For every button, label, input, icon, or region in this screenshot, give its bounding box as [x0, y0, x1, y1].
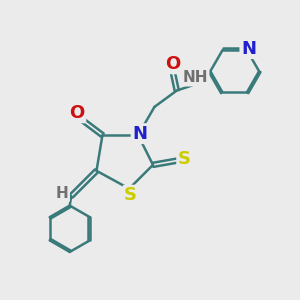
- Text: NH: NH: [183, 70, 208, 85]
- Text: S: S: [178, 150, 191, 168]
- Text: H: H: [194, 74, 207, 89]
- Text: O: O: [70, 104, 85, 122]
- Text: O: O: [165, 55, 180, 73]
- Text: H: H: [56, 186, 69, 201]
- Text: N: N: [132, 125, 147, 143]
- Text: S: S: [124, 186, 137, 204]
- Text: N: N: [241, 40, 256, 58]
